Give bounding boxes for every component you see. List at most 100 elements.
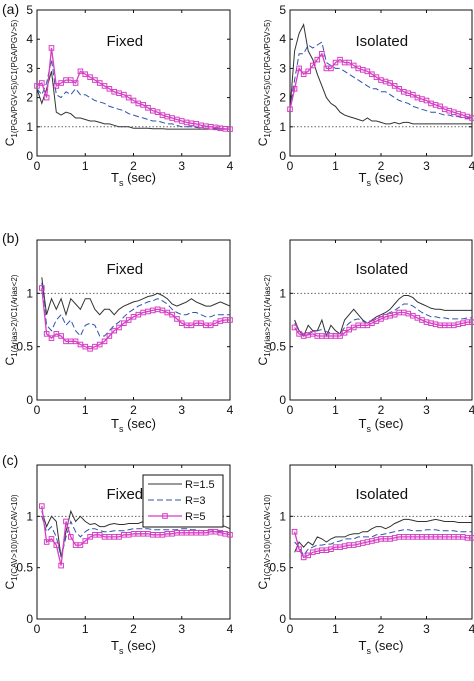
x-axis-label: Ts (sec) xyxy=(111,416,156,434)
y-axis-label: C1(Arias>2)/C1(Arias<2) xyxy=(3,274,19,365)
y-tick-label: 4 xyxy=(279,32,286,46)
x-axis-label: Ts (sec) xyxy=(359,416,404,434)
series-marker-r5 xyxy=(169,311,175,318)
series-line-r5 xyxy=(36,47,231,130)
legend-item-r3-label: R=3 xyxy=(185,495,206,507)
x-tick-label: 0 xyxy=(287,403,294,417)
series-marker-r5 xyxy=(437,103,443,110)
y-tick-label: 0 xyxy=(279,612,286,626)
series-marker-r5 xyxy=(145,105,151,111)
x-tick-label: 3 xyxy=(423,622,430,636)
series-marker-r5 xyxy=(291,528,298,535)
y-tick-label: 0 xyxy=(26,149,33,163)
series-marker-r5 xyxy=(300,71,307,78)
series-marker-r5 xyxy=(332,59,339,66)
series-marker-r5 xyxy=(410,91,416,98)
y-axis-label: C1(CAV>10)/C1(CAV<10) xyxy=(3,494,19,589)
series-marker-r5 xyxy=(309,62,316,69)
chart-4: 0 1 2 3 4 0 0.5 1 Isolated Ts (sec) C1(Arias>2)/C1… xyxy=(256,239,474,434)
series-marker-r5 xyxy=(364,68,371,75)
series-marker-r5 xyxy=(469,115,474,121)
series-line-r15 xyxy=(41,277,231,317)
series-marker-r5 xyxy=(82,538,89,544)
panel-label-b: (b) xyxy=(2,230,19,246)
series-marker-r5 xyxy=(48,45,55,51)
series-marker-r5 xyxy=(423,97,430,104)
chart-title: Fixed xyxy=(106,33,143,50)
series-line-r15 xyxy=(36,71,230,130)
x-tick-label: 4 xyxy=(227,159,234,173)
y-axis-label: C1(PGA/PGV<5)/C1(PGA/PGV>5) xyxy=(256,19,272,146)
x-axis-label: Ts (sec) xyxy=(359,170,404,188)
series-marker-r5 xyxy=(469,319,474,325)
series-marker-r5 xyxy=(48,536,55,542)
series-marker-r5 xyxy=(391,83,398,89)
series-line-r3 xyxy=(36,59,230,130)
y-tick-label: 1 xyxy=(26,120,33,134)
series-marker-r5 xyxy=(130,97,137,104)
chart-title: Isolated xyxy=(356,486,409,503)
y-tick-label: 3 xyxy=(279,61,286,75)
y-tick-label: 0 xyxy=(279,393,286,407)
series-marker-r5 xyxy=(346,59,352,66)
series-marker-r5 xyxy=(469,535,474,541)
series-marker-r5 xyxy=(48,335,55,341)
series-marker-r5 xyxy=(106,333,113,339)
y-axis-label: C1(PGA/PGV<5)/C1(PGA/PGV>5) xyxy=(3,19,19,146)
chart-grid: 0 1 2 3 4 0 1 2 3 4 5 Fixed Ts (sec) C1(PGA/PGV<5)/C1… xyxy=(3,3,474,656)
chart-5: 0 1 2 3 4 0 0.5 1 Fixed Ts (sec) C1(CAV>10)/C1(CAV… xyxy=(3,464,234,656)
x-tick-label: 4 xyxy=(469,159,474,173)
plot-frame xyxy=(36,9,231,157)
series-marker-r5 xyxy=(121,320,127,326)
chart-2: 0 1 2 3 4 0 1 2 3 4 5 Isolated Ts (sec) C1(PGA/PGV<5)… xyxy=(256,3,474,188)
series-marker-r5 xyxy=(111,327,118,334)
x-tick-label: 4 xyxy=(227,622,234,636)
x-tick-label: 0 xyxy=(34,159,41,173)
series-marker-r5 xyxy=(87,74,93,80)
series-line-r3 xyxy=(289,41,472,119)
x-tick-label: 1 xyxy=(332,622,339,636)
series-line-r3 xyxy=(41,282,230,337)
y-tick-label: 1 xyxy=(279,120,286,134)
x-tick-label: 1 xyxy=(82,403,89,417)
series-line-r5 xyxy=(289,52,473,119)
series-line-r5 xyxy=(293,531,472,559)
x-tick-label: 3 xyxy=(178,403,185,417)
series-marker-r5 xyxy=(125,94,132,101)
series-marker-r5 xyxy=(227,532,233,538)
y-tick-label: 1 xyxy=(26,286,33,300)
plot-frame xyxy=(289,9,473,157)
series-line-r15 xyxy=(294,518,472,553)
y-tick-label: 0.5 xyxy=(269,340,286,354)
x-tick-label: 0 xyxy=(34,403,41,417)
x-tick-label: 3 xyxy=(423,403,430,417)
legend-item-r15-label: R=1.5 xyxy=(185,479,215,491)
x-tick-label: 1 xyxy=(82,159,89,173)
chart-3: 0 1 2 3 4 0 0.5 1 Fixed Ts (sec) C1(Arias>2)/C1(Ar… xyxy=(3,239,234,434)
series-marker-r5 xyxy=(77,68,84,75)
x-tick-label: 0 xyxy=(287,159,294,173)
series-marker-r5 xyxy=(350,62,357,69)
series-marker-r5 xyxy=(341,330,348,336)
series-marker-r5 xyxy=(53,83,60,89)
y-tick-label: 0 xyxy=(279,149,286,163)
chart-title: Isolated xyxy=(356,261,409,278)
x-axis-label: Ts (sec) xyxy=(111,638,156,656)
series-marker-r5 xyxy=(106,86,113,92)
series-marker-r5 xyxy=(34,83,40,89)
series-marker-r5 xyxy=(227,317,233,323)
x-tick-label: 1 xyxy=(82,622,89,636)
chart-title: Isolated xyxy=(356,33,409,50)
x-tick-label: 3 xyxy=(423,159,430,173)
series-marker-r5 xyxy=(140,102,146,108)
y-tick-label: 2 xyxy=(279,91,286,105)
series-marker-r5 xyxy=(174,316,180,322)
series-line-r15 xyxy=(289,23,472,125)
x-tick-label: 4 xyxy=(469,403,474,417)
chart-6: 0 1 2 3 4 0 0.5 1 Isolated Ts (sec) C1(CAV>10)/C1(… xyxy=(256,464,474,656)
series-marker-r5 xyxy=(291,86,298,92)
series-marker-r5 xyxy=(287,106,293,113)
series-marker-r5 xyxy=(305,552,311,559)
series-marker-r5 xyxy=(373,74,380,80)
